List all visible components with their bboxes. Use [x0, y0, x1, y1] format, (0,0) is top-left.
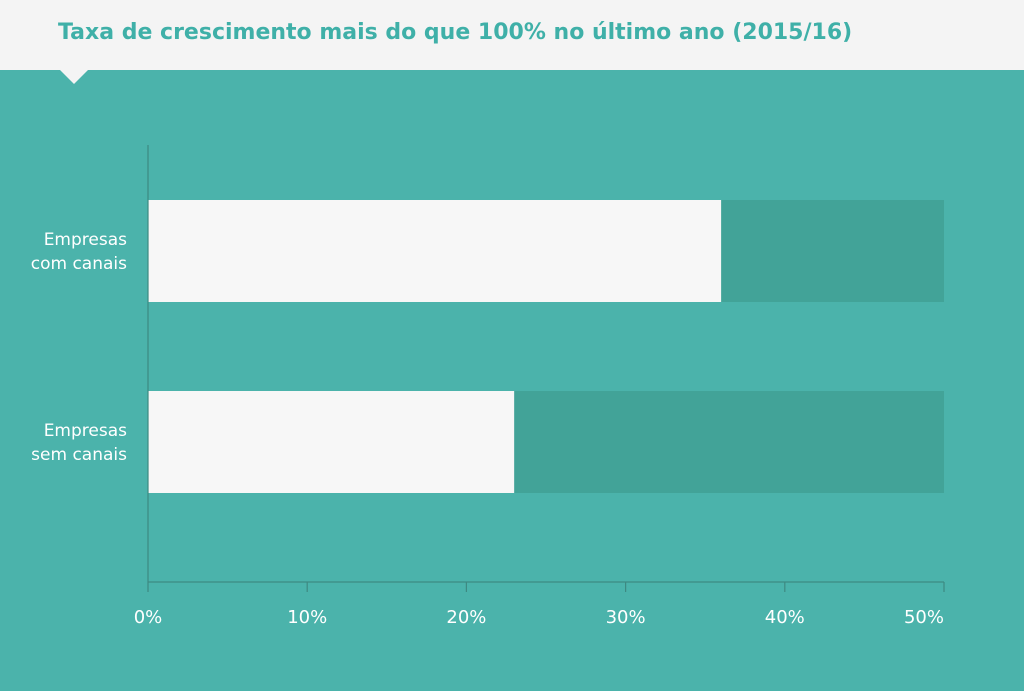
- chart-header: Taxa de crescimento mais do que 100% no …: [0, 0, 1024, 70]
- category-label-1-line-2: com canais: [31, 254, 127, 274]
- x-tick-label-50: 50%: [904, 607, 944, 628]
- x-tick-label-40: 40%: [765, 607, 805, 628]
- category-label-1-line-1: Empresas: [44, 230, 127, 250]
- chart-title: Taxa de crescimento mais do que 100% no …: [58, 20, 853, 45]
- x-tick-label-20: 20%: [446, 607, 486, 628]
- category-label-2-line-1: Empresas: [44, 421, 127, 441]
- bar-1: [148, 200, 722, 302]
- x-tick-label-30: 30%: [606, 607, 646, 628]
- x-tick-label-10: 10%: [287, 607, 327, 628]
- header-pointer: [60, 70, 88, 84]
- bar-2: [148, 391, 515, 493]
- category-label-2-line-2: sem canais: [31, 445, 127, 465]
- x-tick-label-0: 0%: [134, 607, 163, 628]
